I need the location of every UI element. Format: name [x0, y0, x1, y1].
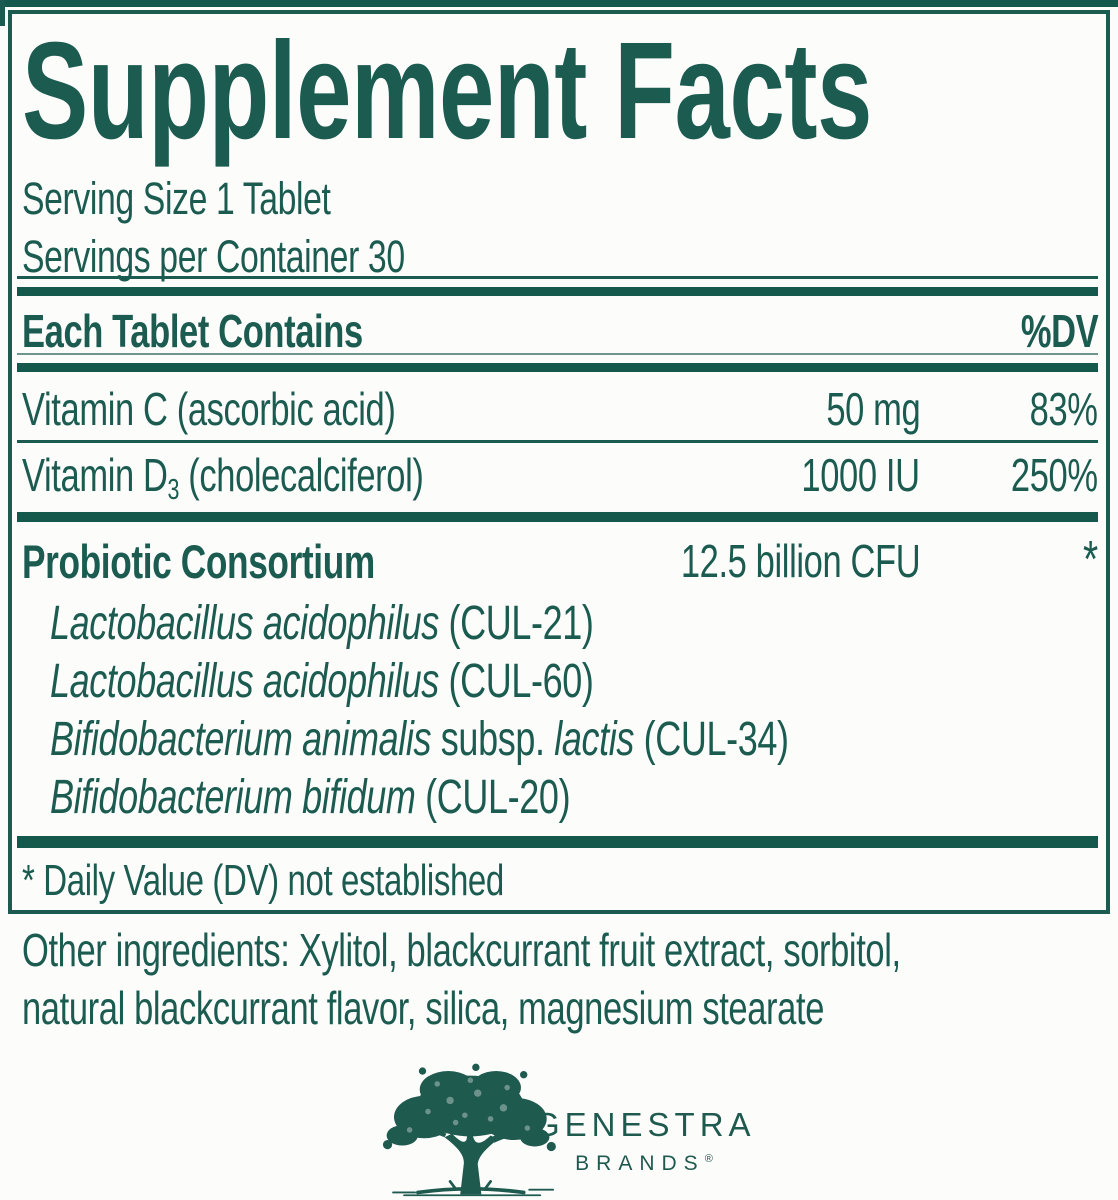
registered-mark: ®	[704, 1153, 713, 1165]
nutrient-name: Vitamin D3 (cholecalciferol)	[22, 449, 424, 506]
nutrient-row-vitamin-c: Vitamin C (ascorbic acid) 50 mg 83%	[12, 384, 1106, 442]
panel-title-text: Supplement Facts	[22, 14, 873, 168]
subscript-3: 3	[167, 473, 180, 506]
daily-value-footnote: * Daily Value (DV) not established	[22, 856, 504, 905]
servings-per-container: Servings per Container 30	[22, 231, 405, 282]
table-header-row: Each Tablet Contains %DV	[12, 306, 1106, 364]
divider-thick	[17, 287, 1098, 296]
divider-thick	[17, 836, 1098, 848]
nutrient-amount: 1000 IU	[801, 449, 921, 501]
nutrient-dv-asterisk: *	[1083, 531, 1098, 589]
probiotic-strain: Bifidobacterium animalis subsp. lactis (…	[50, 713, 789, 766]
divider-thick	[17, 512, 1098, 522]
nutrient-amount: 12.5 billion CFU	[680, 535, 921, 587]
divider-hairline	[17, 353, 1098, 355]
other-ingredients-line-1: Other ingredients: Xylitol, blackcurrant…	[22, 924, 901, 976]
nutrient-name: Probiotic Consortium	[22, 535, 375, 588]
tree-icon	[382, 1063, 556, 1197]
nutrient-row-probiotic-consortium: Probiotic Consortium 12.5 billion CFU *	[12, 531, 1106, 594]
nutrient-name: Vitamin C (ascorbic acid)	[22, 383, 396, 435]
supplement-facts-panel: Supplement Facts Serving Size 1 Tablet S…	[8, 10, 1110, 914]
probiotic-strain: Lactobacillus acidophilus (CUL-21)	[50, 597, 594, 650]
table-header-dv: %DV	[1020, 305, 1099, 357]
other-ingredients-line-2: natural blackcurrant flavor, silica, mag…	[22, 982, 825, 1034]
brand-subtitle: BRANDS®	[575, 1152, 713, 1175]
divider-thick	[17, 363, 1098, 372]
divider-thin	[17, 276, 1098, 279]
top-edge-band	[0, 0, 1118, 7]
serving-size: Serving Size 1 Tablet	[22, 173, 331, 224]
table-header-label: Each Tablet Contains	[22, 305, 363, 357]
left-edge-artifact	[0, 0, 5, 26]
probiotic-strain: Lactobacillus acidophilus (CUL-60)	[50, 655, 594, 708]
brand-name: GENESTRA	[534, 1106, 756, 1143]
nutrient-dv: 83%	[1030, 383, 1098, 435]
nutrient-row-vitamin-d3: Vitamin D3 (cholecalciferol) 1000 IU 250…	[12, 450, 1106, 508]
brand-wordmark: GENESTRA BRANDS®	[534, 1108, 754, 1174]
nutrient-dv: 250%	[1011, 449, 1098, 501]
divider-thin	[17, 440, 1098, 443]
nutrient-amount: 50 mg	[825, 383, 920, 435]
probiotic-strain: Bifidobacterium bifidum (CUL-20)	[50, 771, 571, 824]
panel-title: Supplement Facts	[22, 22, 1118, 160]
